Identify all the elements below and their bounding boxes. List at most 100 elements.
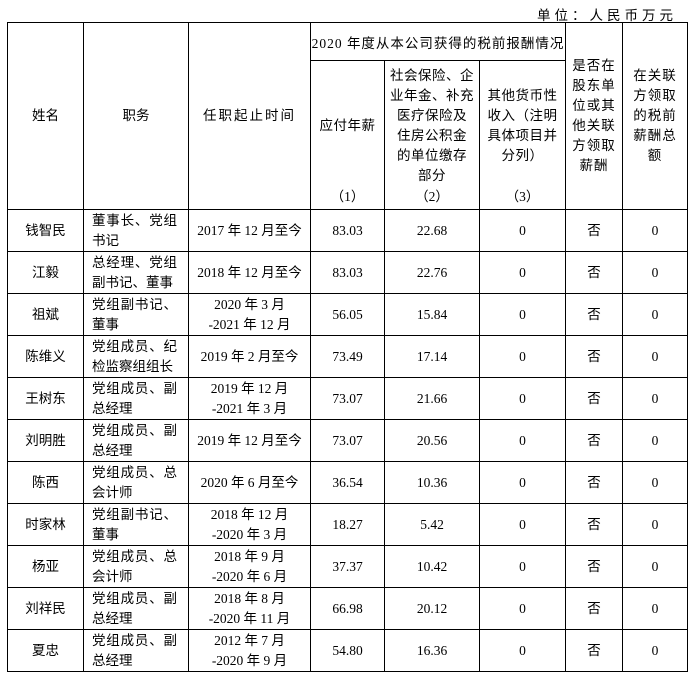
header-position: 职务: [83, 22, 189, 210]
header-salary-number: （1）: [330, 189, 365, 204]
cell-salary: 66.98: [310, 587, 385, 630]
header-row-group: 姓名 职务 任职起止时间 2020 年度从本公司获得的税前报酬情况 是否在 股东…: [7, 22, 688, 210]
cell-other-income: 0: [479, 503, 566, 546]
cell-related-party-total: 0: [622, 209, 688, 252]
table-row: 江毅 总经理、党组副书记、董事 2018 年 12 月至今 83.03 22.76 0 否 0: [7, 251, 688, 294]
cell-position: 党组成员、总会计师: [83, 545, 189, 588]
cell-term: 2018 年 12 月 -2020 年 3 月: [188, 503, 311, 546]
cell-name: 杨亚: [7, 545, 84, 588]
table-row: 刘明胜 党组成员、副总经理 2019 年 12 月至今 73.07 20.56 0 否 0: [7, 419, 688, 462]
cell-related-party-total: 0: [622, 629, 688, 672]
cell-related-party-paid: 否: [565, 629, 623, 672]
cell-other-income: 0: [479, 209, 566, 252]
cell-insurance: 5.42: [384, 503, 480, 546]
cell-salary: 37.37: [310, 545, 385, 588]
header-compensation-group: 2020 年度从本公司获得的税前报酬情况: [310, 22, 566, 61]
header-name: 姓名: [7, 22, 84, 210]
cell-salary: 54.80: [310, 629, 385, 672]
cell-related-party-total: 0: [622, 251, 688, 294]
cell-insurance: 10.36: [384, 461, 480, 504]
cell-related-party-paid: 否: [565, 545, 623, 588]
cell-insurance: 21.66: [384, 377, 480, 420]
header-salary-label: 应付年薪: [319, 118, 376, 133]
cell-position: 党组副书记、董事: [83, 293, 189, 336]
cell-name: 夏忠: [7, 629, 84, 672]
cell-related-party-paid: 否: [565, 251, 623, 294]
cell-name: 刘祥民: [7, 587, 84, 630]
table-row: 祖斌 党组副书记、董事 2020 年 3 月 -2021 年 12 月 56.05 15…: [7, 293, 688, 336]
cell-related-party-paid: 否: [565, 209, 623, 252]
cell-insurance: 20.12: [384, 587, 480, 630]
cell-name: 王树东: [7, 377, 84, 420]
cell-term: 2018 年 12 月至今: [188, 251, 311, 294]
header-related-party-total: 在关联 方领取 的税前 薪酬总 额: [622, 22, 688, 210]
cell-position: 党组成员、副总经理: [83, 377, 189, 420]
cell-other-income: 0: [479, 335, 566, 378]
cell-term: 2020 年 6 月至今: [188, 461, 311, 504]
cell-related-party-paid: 否: [565, 587, 623, 630]
cell-other-income: 0: [479, 293, 566, 336]
cell-other-income: 0: [479, 545, 566, 588]
header-related-party-paid: 是否在 股东单 位或其 他关联 方领取 薪酬: [565, 22, 623, 210]
cell-position: 党组成员、副总经理: [83, 419, 189, 462]
header-term: 任职起止时间: [188, 22, 311, 210]
cell-name: 祖斌: [7, 293, 84, 336]
cell-term: 2019 年 12 月至今: [188, 419, 311, 462]
cell-salary: 56.05: [310, 293, 385, 336]
cell-other-income: 0: [479, 377, 566, 420]
cell-salary: 36.54: [310, 461, 385, 504]
cell-related-party-total: 0: [622, 335, 688, 378]
cell-position: 党组成员、副总经理: [83, 587, 189, 630]
cell-related-party-paid: 否: [565, 503, 623, 546]
cell-name: 刘明胜: [7, 419, 84, 462]
table-row: 杨亚 党组成员、总会计师 2018 年 9 月 -2020 年 6 月 37.37 10…: [7, 545, 688, 588]
cell-position: 党组成员、副总经理: [83, 629, 189, 672]
table-body: 钱智民 董事长、党组书记 2017 年 12 月至今 83.03 22.68 0 否 0 江毅总…: [7, 209, 688, 672]
cell-insurance: 17.14: [384, 335, 480, 378]
cell-position: 党组成员、纪检监察组组长: [83, 335, 189, 378]
header-insurance: 社会保险、企 业年金、补充 医疗保险及 住房公积金 的单位缴存 部分 （2）: [384, 60, 480, 210]
cell-position: 总经理、党组副书记、董事: [83, 251, 189, 294]
cell-term: 2018 年 9 月 -2020 年 6 月: [188, 545, 311, 588]
cell-related-party-total: 0: [622, 461, 688, 504]
cell-name: 时家林: [7, 503, 84, 546]
table-row: 夏忠 党组成员、副总经理 2012 年 7 月 -2020 年 9 月 54.80 16…: [7, 629, 688, 672]
table-row: 刘祥民 党组成员、副总经理 2018 年 8 月 -2020 年 11 月 66.98…: [7, 587, 688, 630]
cell-term: 2012 年 7 月 -2020 年 9 月: [188, 629, 311, 672]
header-other-income-number: （3）: [505, 189, 540, 204]
cell-insurance: 20.56: [384, 419, 480, 462]
cell-related-party-paid: 否: [565, 377, 623, 420]
cell-insurance: 22.76: [384, 251, 480, 294]
cell-related-party-paid: 否: [565, 461, 623, 504]
table-row: 时家林 党组副书记、董事 2018 年 12 月 -2020 年 3 月 18.27 5…: [7, 503, 688, 546]
cell-term: 2019 年 12 月 -2021 年 3 月: [188, 377, 311, 420]
cell-insurance: 16.36: [384, 629, 480, 672]
cell-insurance: 10.42: [384, 545, 480, 588]
cell-related-party-total: 0: [622, 293, 688, 336]
cell-insurance: 22.68: [384, 209, 480, 252]
header-insurance-number: （2）: [415, 189, 449, 204]
cell-term: 2020 年 3 月 -2021 年 12 月: [188, 293, 311, 336]
table-row: 陈西 党组成员、总会计师 2020 年 6 月至今 36.54 10.36 0 否 0: [7, 461, 688, 504]
header-salary: 应付年薪 （1）: [310, 60, 385, 210]
table-row: 王树东 党组成员、副总经理 2019 年 12 月 -2021 年 3 月 73.07…: [7, 377, 688, 420]
cell-name: 钱智民: [7, 209, 84, 252]
cell-other-income: 0: [479, 251, 566, 294]
cell-position: 董事长、党组书记: [83, 209, 189, 252]
cell-other-income: 0: [479, 587, 566, 630]
cell-related-party-total: 0: [622, 587, 688, 630]
cell-name: 江毅: [7, 251, 84, 294]
cell-name: 陈西: [7, 461, 84, 504]
cell-related-party-total: 0: [622, 377, 688, 420]
cell-other-income: 0: [479, 461, 566, 504]
table-row: 钱智民 董事长、党组书记 2017 年 12 月至今 83.03 22.68 0 否 0: [7, 209, 688, 252]
cell-name: 陈维义: [7, 335, 84, 378]
table-row: 陈维义 党组成员、纪检监察组组长 2019 年 2 月至今 73.49 17.14 0 否 0: [7, 335, 688, 378]
cell-related-party-paid: 否: [565, 335, 623, 378]
cell-term: 2019 年 2 月至今: [188, 335, 311, 378]
cell-salary: 73.07: [310, 377, 385, 420]
header-other-income-label: 其他货币性 收入（注明 具体项目并 分列）: [487, 88, 558, 163]
cell-insurance: 15.84: [384, 293, 480, 336]
cell-other-income: 0: [479, 629, 566, 672]
